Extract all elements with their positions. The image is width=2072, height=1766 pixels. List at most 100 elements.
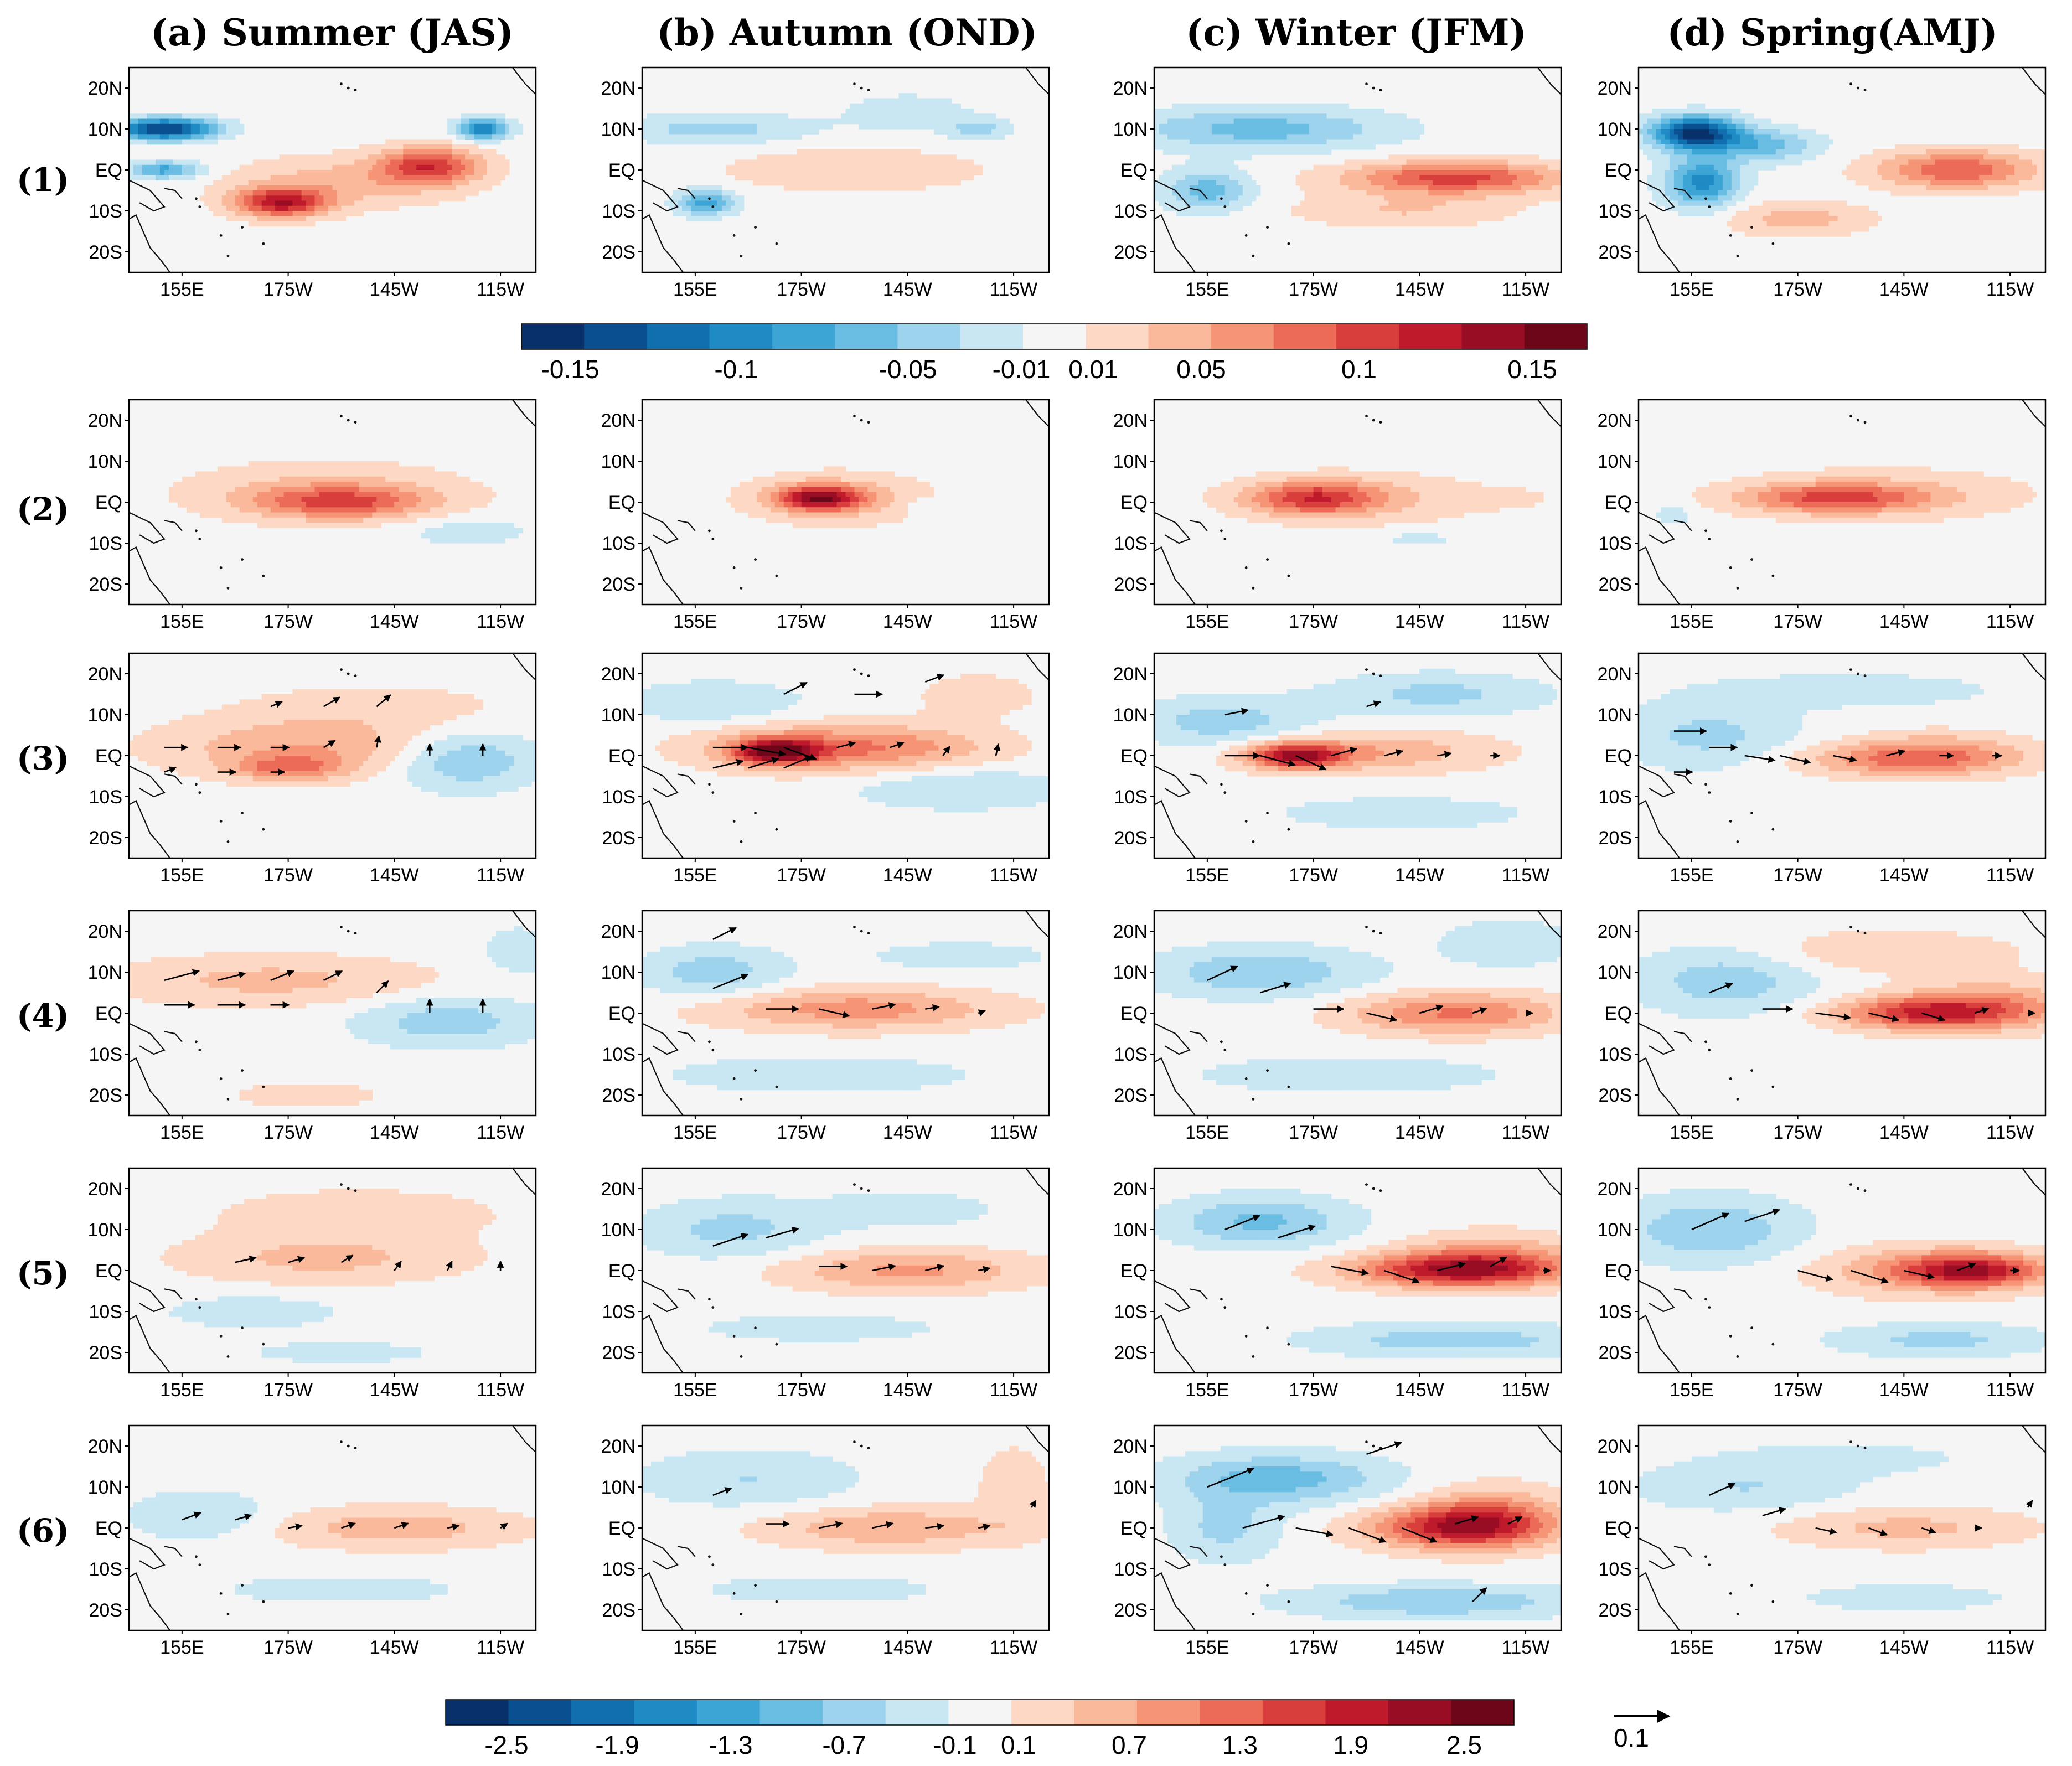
- y-tick-label: 10S: [89, 1559, 123, 1580]
- x-tick-label: 175W: [1289, 1122, 1338, 1143]
- x-tick-label: 175W: [1289, 865, 1338, 886]
- colorbar-bottom-tick-label: 2.5: [1446, 1731, 1482, 1759]
- wind-vector: [1921, 1012, 1946, 1022]
- column-title-summer: (a) Summer (JAS): [151, 11, 514, 54]
- panel-5-jfm-coastline: [1154, 1168, 1561, 1373]
- wind-vector: [925, 1004, 940, 1011]
- panel-5-ond-coastline: [642, 1168, 1049, 1373]
- x-tick-label: 175W: [263, 279, 313, 300]
- wind-vector: [1384, 749, 1404, 757]
- y-tick-label: 10N: [601, 962, 635, 983]
- y-tick-label: 20N: [1113, 664, 1148, 685]
- colorbar-top-swatch: [1461, 324, 1525, 349]
- panel-4-amj: 20N 10N EQ 10S 20S 155E 175W 145W 115W: [1598, 910, 2047, 1143]
- x-tick-label: 115W: [990, 611, 1037, 632]
- x-tick-label: 115W: [990, 865, 1037, 886]
- wind-vector: [235, 1255, 257, 1263]
- x-tick-label: 155E: [673, 611, 717, 632]
- wind-vector: [1921, 1527, 1936, 1534]
- x-tick-label: 145W: [370, 1122, 419, 1143]
- colorbar-top-tick-label: 0.01: [1068, 355, 1118, 384]
- panel-4-jfm-vectors: [1207, 965, 1533, 1023]
- wind-vector: [1331, 1266, 1370, 1276]
- y-tick-label: 10N: [601, 705, 635, 726]
- y-tick-label: EQ: [95, 746, 122, 767]
- panel-2-ond: 20N 10N EQ 10S 20S 155E 175W 145W 115W: [601, 399, 1050, 632]
- row-label-5: (5): [17, 1254, 69, 1292]
- panel-2-jfm-field: [1202, 466, 1544, 544]
- panel-1-jas: 20N 10N EQ 10S 20S 155E 175W 145W 115W: [88, 66, 537, 300]
- wind-vector: [924, 1264, 945, 1272]
- colorbar-top-tick-label: -0.15: [541, 355, 600, 384]
- y-tick-label: EQ: [608, 746, 635, 767]
- y-tick-label: 10S: [1114, 1302, 1148, 1323]
- y-tick-label: 20S: [602, 828, 636, 849]
- x-tick-label: 155E: [1185, 865, 1229, 886]
- y-tick-label: 20N: [601, 1436, 635, 1457]
- x-tick-label: 145W: [1395, 1637, 1444, 1658]
- x-tick-label: 145W: [883, 1380, 932, 1401]
- panel-3-amj-coastline: [1639, 653, 2045, 858]
- y-tick-label: 20S: [1114, 1085, 1148, 1106]
- wind-vector: [394, 1522, 409, 1529]
- wind-vector: [872, 1002, 896, 1010]
- wind-vector: [270, 970, 294, 982]
- x-tick-label: 155E: [1670, 865, 1713, 886]
- y-tick-label: 10N: [1113, 705, 1148, 726]
- colorbar-top-swatch: [709, 324, 773, 349]
- panel-2-jas-coastline: [129, 400, 536, 605]
- colorbar-top: -0.15 -0.1 -0.05 -0.01 0.01 0.05 0.1 0.15: [521, 323, 1588, 384]
- y-tick-label: 10S: [602, 1302, 636, 1323]
- wind-vector: [1886, 749, 1906, 757]
- y-tick-label: 10N: [1598, 1220, 1632, 1241]
- x-tick-label: 145W: [1395, 1122, 1444, 1143]
- colorbar-bottom-swatch: [571, 1700, 635, 1725]
- panel-1-jas-coastline: [129, 68, 536, 272]
- wind-vector: [1207, 1467, 1255, 1488]
- y-tick-label: EQ: [95, 1003, 122, 1024]
- y-tick-label: 10N: [1598, 119, 1632, 140]
- x-tick-label: 155E: [673, 279, 717, 300]
- panel-3-amj-field: [1639, 674, 2045, 782]
- wind-vector: [1833, 755, 1857, 763]
- row-label-3: (3): [17, 740, 69, 777]
- panel-6-ond-field: [642, 1446, 1049, 1600]
- panel-4-amj-vectors: [1709, 982, 2035, 1023]
- panel-6-jas-field: [129, 1492, 536, 1600]
- row-label-1: (1): [17, 161, 69, 199]
- wind-vector: [766, 1226, 799, 1239]
- x-tick-label: 145W: [1879, 611, 1929, 632]
- wind-vector: [993, 743, 1001, 756]
- y-tick-label: 10S: [89, 201, 123, 222]
- y-tick-label: 20S: [1114, 574, 1148, 595]
- y-tick-label: 20N: [601, 1179, 635, 1200]
- x-tick-label: 175W: [1289, 611, 1338, 632]
- y-tick-label: 10N: [601, 119, 635, 140]
- wind-vector: [182, 1511, 201, 1521]
- wind-vector: [1383, 1269, 1420, 1284]
- wind-vector: [978, 1009, 986, 1016]
- x-tick-label: 155E: [1185, 1637, 1229, 1658]
- x-tick-label: 175W: [777, 865, 826, 886]
- colorbar-bottom-tick-label: 1.9: [1333, 1731, 1368, 1759]
- y-tick-label: 20N: [1598, 410, 1632, 431]
- panel-5-amj-field: [1639, 1189, 2045, 1358]
- wind-vector: [1331, 747, 1358, 757]
- y-tick-label: 20N: [601, 410, 635, 431]
- y-tick-label: EQ: [95, 160, 122, 181]
- wind-vector: [270, 701, 283, 708]
- y-tick-label: 20N: [1113, 78, 1148, 99]
- panel-1-amj-field: [1639, 103, 2045, 237]
- y-tick-label: 20N: [88, 78, 122, 99]
- panel-6-amj-field: [1639, 1446, 2045, 1610]
- y-tick-label: 20S: [1599, 242, 1632, 263]
- x-tick-label: 155E: [1670, 279, 1713, 300]
- y-tick-label: 10N: [88, 1220, 122, 1241]
- y-tick-label: 10S: [89, 787, 123, 808]
- y-tick-label: 20S: [602, 1600, 636, 1621]
- colorbar-bottom-tick-label: -0.1: [933, 1731, 976, 1759]
- colorbar-bottom-tick-label: -2.5: [484, 1731, 528, 1759]
- y-tick-label: EQ: [1120, 492, 1148, 513]
- y-tick-label: 10N: [1113, 962, 1148, 983]
- x-tick-label: 175W: [1773, 611, 1822, 632]
